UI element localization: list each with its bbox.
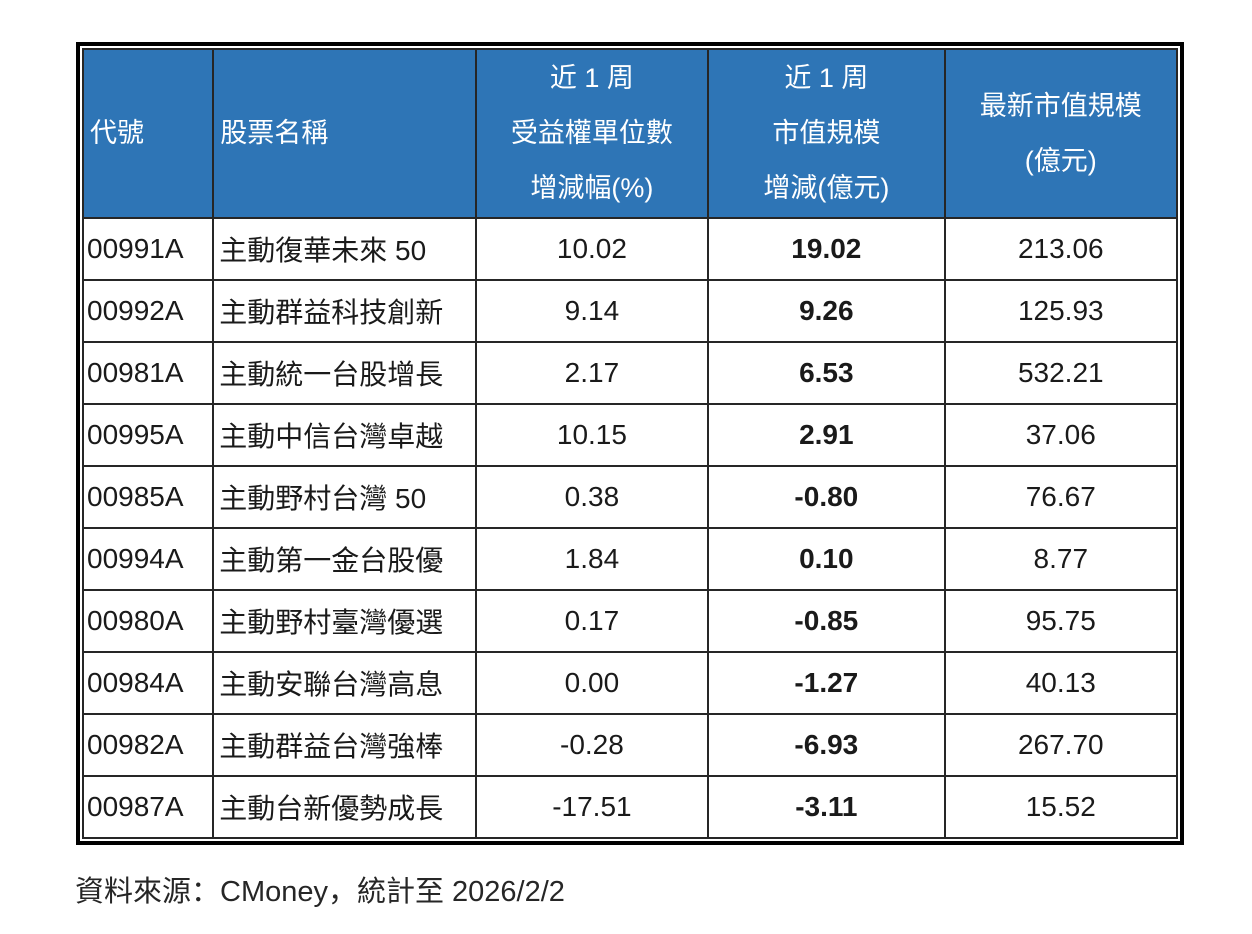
header-line: 市值規模 <box>772 118 881 148</box>
cell-code: 00994A <box>81 527 215 591</box>
cell-value-change: -3.11 <box>707 775 946 839</box>
cell-stock-name: 主動復華未來 50 <box>212 217 477 281</box>
table-row: 00992A 主動群益科技創新 9.14 9.26 125.93 <box>81 279 1179 343</box>
column-header-unit-change: 近 1 周 受益權單位數 增減幅(%) <box>474 48 710 219</box>
cell-unit-change: 0.38 <box>474 465 710 529</box>
cell-unit-change: 1.84 <box>474 527 710 591</box>
cell-latest-value: 76.67 <box>943 465 1179 529</box>
cell-unit-change: 0.00 <box>474 651 710 715</box>
cell-code: 00981A <box>81 341 215 405</box>
cell-unit-change: -0.28 <box>474 713 710 777</box>
cell-code: 00995A <box>81 403 215 467</box>
cell-code: 00982A <box>81 713 215 777</box>
header-line: 股票名稱 <box>220 118 329 148</box>
column-header-stock-name: 股票名稱 <box>212 48 477 219</box>
cell-latest-value: 213.06 <box>943 217 1179 281</box>
header-line: 增減幅(%) <box>530 173 654 203</box>
cell-unit-change: 10.15 <box>474 403 710 467</box>
cell-value-change: -1.27 <box>707 651 946 715</box>
cell-unit-change: 10.02 <box>474 217 710 281</box>
header-line: 近 1 周 <box>784 63 869 93</box>
cell-latest-value: 15.52 <box>943 775 1179 839</box>
table-row: 00994A 主動第一金台股優 1.84 0.10 8.77 <box>81 527 1179 591</box>
cell-stock-name: 主動統一台股增長 <box>212 341 477 405</box>
table-row: 00981A 主動統一台股增長 2.17 6.53 532.21 <box>81 341 1179 405</box>
cell-value-change: 2.91 <box>707 403 946 467</box>
table-row: 00987A 主動台新優勢成長 -17.51 -3.11 15.52 <box>81 775 1179 839</box>
column-header-latest-value: 最新市值規模 (億元) <box>943 48 1179 219</box>
cell-value-change: 0.10 <box>707 527 946 591</box>
column-header-code: 代號 <box>81 48 215 219</box>
cell-value-change: -0.80 <box>707 465 946 529</box>
cell-value-change: -0.85 <box>707 589 946 653</box>
cell-value-change: 6.53 <box>707 341 946 405</box>
cell-stock-name: 主動安聯台灣高息 <box>212 651 477 715</box>
cell-stock-name: 主動野村台灣 50 <box>212 465 477 529</box>
cell-code: 00985A <box>81 465 215 529</box>
cell-code: 00980A <box>81 589 215 653</box>
cell-latest-value: 532.21 <box>943 341 1179 405</box>
cell-unit-change: 9.14 <box>474 279 710 343</box>
header-line: (億元) <box>1024 145 1097 176</box>
table-row: 00982A 主動群益台灣強棒 -0.28 -6.93 267.70 <box>81 713 1179 777</box>
cell-stock-name: 主動中信台灣卓越 <box>212 403 477 467</box>
cell-code: 00984A <box>81 651 215 715</box>
header-line: 近 1 周 <box>549 63 634 93</box>
cell-stock-name: 主動野村臺灣優選 <box>212 589 477 653</box>
cell-code: 00992A <box>81 279 215 343</box>
cell-code: 00991A <box>81 217 215 281</box>
cell-latest-value: 95.75 <box>943 589 1179 653</box>
table-row: 00995A 主動中信台灣卓越 10.15 2.91 37.06 <box>81 403 1179 467</box>
table-row: 00991A 主動復華未來 50 10.02 19.02 213.06 <box>81 217 1179 281</box>
etf-table: 代號 股票名稱 近 1 周 受益權單位數 增減幅(%) 近 1 周 市值規模 增… <box>81 48 1179 839</box>
table-header: 代號 股票名稱 近 1 周 受益權單位數 增減幅(%) 近 1 周 市值規模 增… <box>81 48 1179 219</box>
cell-value-change: 9.26 <box>707 279 946 343</box>
cell-stock-name: 主動群益台灣強棒 <box>212 713 477 777</box>
cell-stock-name: 主動第一金台股優 <box>212 527 477 591</box>
cell-latest-value: 37.06 <box>943 403 1179 467</box>
cell-value-change: -6.93 <box>707 713 946 777</box>
cell-stock-name: 主動台新優勢成長 <box>212 775 477 839</box>
table-row: 00980A 主動野村臺灣優選 0.17 -0.85 95.75 <box>81 589 1179 653</box>
source-note: 資料來源：CMoney，統計至 2026/2/2 <box>75 876 565 908</box>
cell-unit-change: -17.51 <box>474 775 710 839</box>
cell-latest-value: 125.93 <box>943 279 1179 343</box>
header-line: 最新市值規模 <box>979 90 1142 121</box>
cell-value-change: 19.02 <box>707 217 946 281</box>
cell-latest-value: 40.13 <box>943 651 1179 715</box>
cell-latest-value: 267.70 <box>943 713 1179 777</box>
table-row: 00985A 主動野村台灣 50 0.38 -0.80 76.67 <box>81 465 1179 529</box>
cell-stock-name: 主動群益科技創新 <box>212 279 477 343</box>
header-line: 代號 <box>90 118 144 148</box>
header-line: 受益權單位數 <box>510 118 673 148</box>
header-line: 增減(億元) <box>763 173 890 203</box>
cell-unit-change: 2.17 <box>474 341 710 405</box>
table-body: 00991A 主動復華未來 50 10.02 19.02 213.06 0099… <box>81 217 1179 839</box>
header-row: 代號 股票名稱 近 1 周 受益權單位數 增減幅(%) 近 1 周 市值規模 增… <box>81 48 1179 219</box>
column-header-value-change: 近 1 周 市值規模 增減(億元) <box>707 48 946 219</box>
etf-table-container: 代號 股票名稱 近 1 周 受益權單位數 增減幅(%) 近 1 周 市值規模 增… <box>76 42 1184 845</box>
table-row: 00984A 主動安聯台灣高息 0.00 -1.27 40.13 <box>81 651 1179 715</box>
cell-latest-value: 8.77 <box>943 527 1179 591</box>
cell-unit-change: 0.17 <box>474 589 710 653</box>
cell-code: 00987A <box>81 775 215 839</box>
